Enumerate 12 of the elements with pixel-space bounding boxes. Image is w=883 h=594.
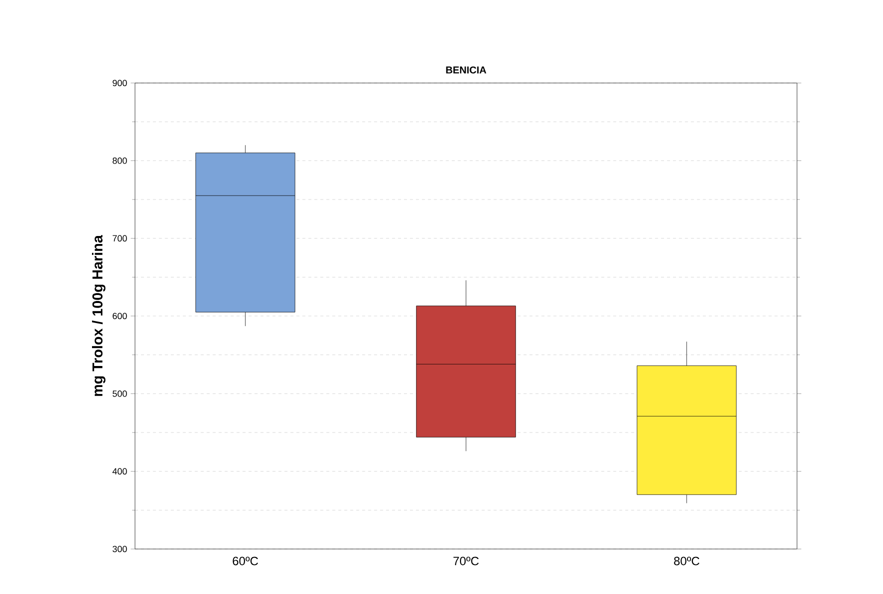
y-tick-label: 400 [112,468,127,475]
chart-title: BENICIA [446,66,486,74]
x-tick-label: 60ºC [232,556,258,566]
y-axis-title: mg Trolox / 100g Harina [92,234,106,396]
y-tick-label: 700 [112,235,127,242]
y-tick-label: 500 [112,390,127,397]
y-tick-label: 800 [112,157,127,164]
x-tick-label: 80ºC [674,556,700,566]
x-tick-label: 70ºC [453,556,479,566]
y-tick-label: 300 [112,546,127,552]
y-tick-label: 600 [112,312,127,320]
y-tick-label: 900 [112,80,127,86]
